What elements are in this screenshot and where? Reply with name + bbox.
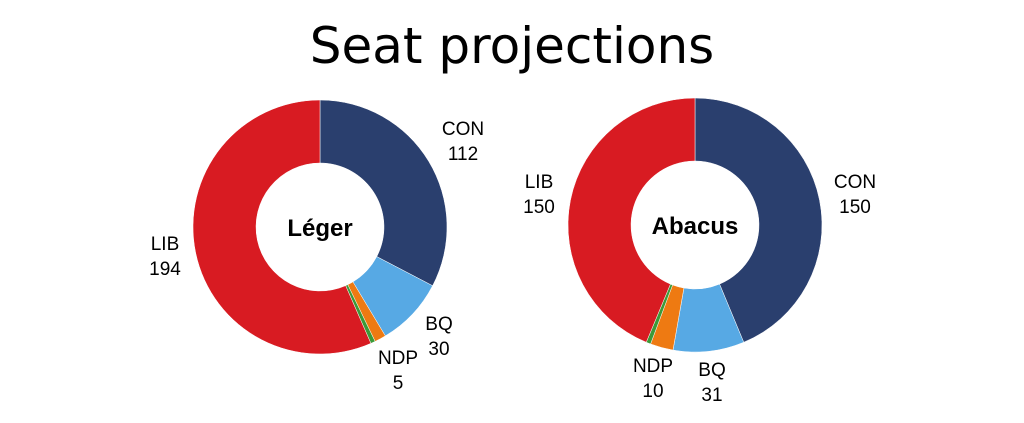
slice-value-con: 112 [448, 144, 478, 165]
donut-leger: Léger CON 112 BQ 30 NDP 5 LIB 194 [149, 99, 484, 394]
slice-value-bq: 30 [428, 339, 449, 360]
slice-value-con: 150 [839, 197, 871, 218]
slice-lib [567, 97, 696, 343]
slice-value-lib: 150 [523, 197, 555, 218]
slice-label-lib: LIB [151, 234, 180, 255]
slice-label-bq: BQ [425, 314, 452, 335]
donut-abacus: Abacus CON 150 BQ 31 NDP 10 LIB 150 [523, 97, 876, 406]
slice-value-bq: 31 [701, 385, 722, 406]
slice-con [694, 97, 823, 343]
slice-con [319, 99, 448, 287]
slice-label-con: CON [442, 119, 484, 140]
slice-value-ndp: 5 [393, 373, 404, 394]
slice-value-ndp: 10 [642, 381, 663, 402]
slice-label-bq: BQ [698, 360, 725, 381]
slice-label-ndp: NDP [633, 356, 673, 377]
chart-title: Seat projections [310, 17, 714, 75]
slice-value-lib: 194 [149, 259, 181, 280]
slice-label-lib: LIB [525, 172, 554, 193]
donut-center-label: Abacus [652, 213, 739, 240]
slice-lib [192, 99, 372, 355]
slice-label-ndp: NDP [378, 348, 418, 369]
slice-label-con: CON [834, 172, 876, 193]
donut-center-label: Léger [287, 215, 352, 242]
